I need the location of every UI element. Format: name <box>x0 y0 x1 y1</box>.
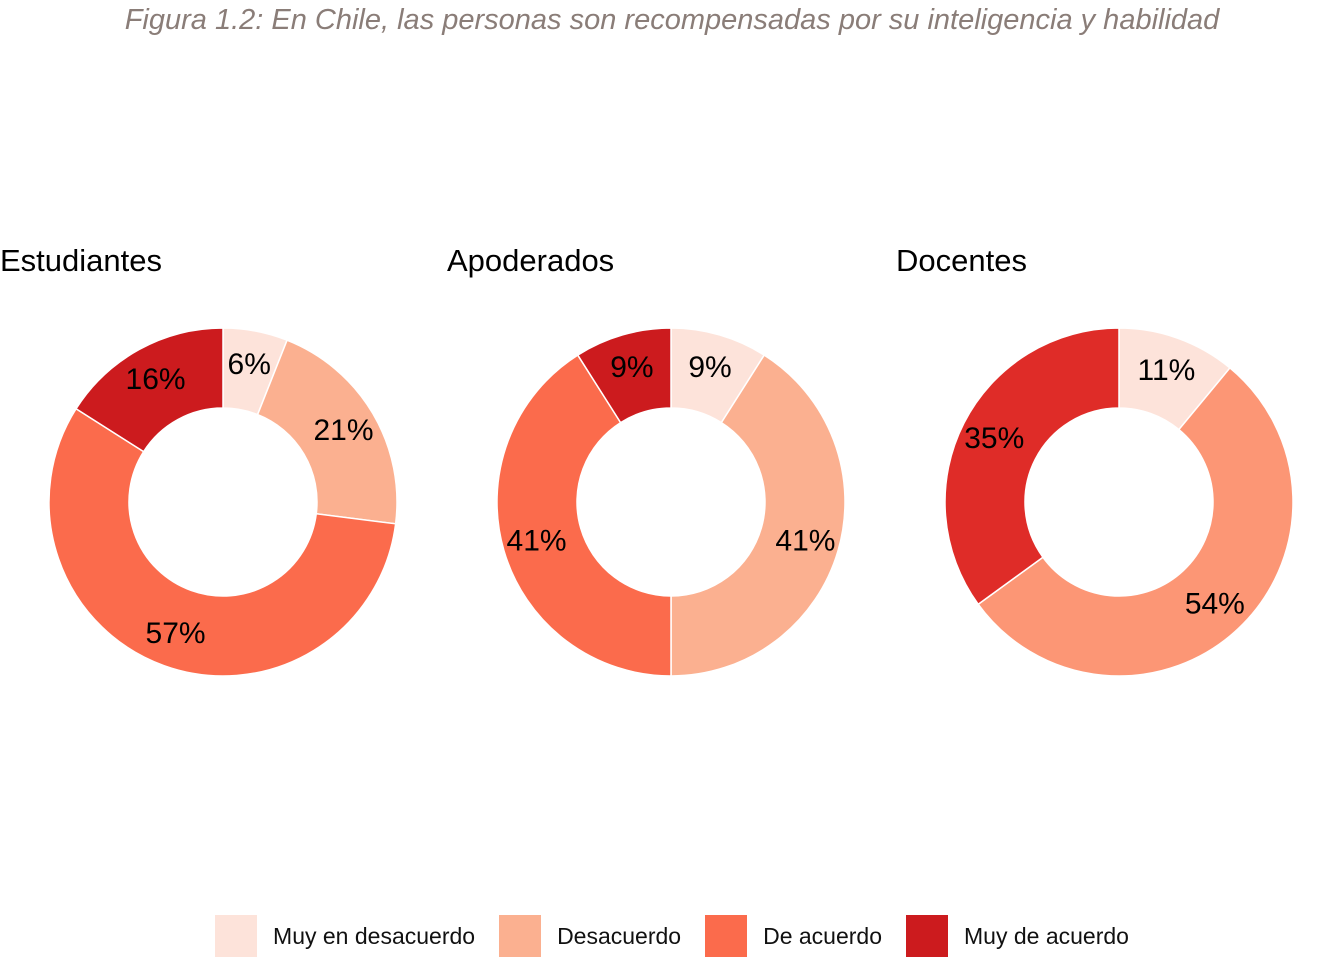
legend-swatch-muy-de-acuerdo <box>906 915 949 957</box>
donut-estudiantes: Estudiantes 6% 21% 57% 16% <box>0 243 398 677</box>
chart-title-apoderados: Apoderados <box>447 243 614 278</box>
legend-item-muy-en-desacuerdo: Muy en desacuerdo <box>215 915 475 957</box>
donut-apoderados: Apoderados 9% 41% 41% 9% <box>447 243 846 677</box>
slice-label-apoderados-de-acuerdo: 41% <box>507 525 567 558</box>
legend-swatch-desacuerdo <box>499 915 542 957</box>
slice-label-docentes-desacuerdo: 54% <box>1185 588 1245 621</box>
slice-label-estudiantes-desacuerdo: 21% <box>313 414 373 447</box>
legend-swatch-de-acuerdo <box>705 915 748 957</box>
slice-docentes-muy-de-acuerdo <box>944 327 1120 606</box>
slice-label-docentes-muy-de-acuerdo: 35% <box>964 422 1024 455</box>
legend-label-muy-en-desacuerdo: Muy en desacuerdo <box>273 922 476 949</box>
slice-docentes-desacuerdo <box>977 366 1294 677</box>
slice-apoderados-desacuerdo <box>670 354 846 677</box>
slice-estudiantes-desacuerdo <box>256 339 398 525</box>
slice-label-apoderados-desacuerdo: 41% <box>775 525 835 558</box>
donut-docentes: Docentes 11% 54% 35% <box>896 243 1294 677</box>
legend-label-de-acuerdo: De acuerdo <box>763 922 883 949</box>
figure-title: Figura 1.2: En Chile, las personas son r… <box>124 4 1220 36</box>
legend-item-de-acuerdo: De acuerdo <box>705 915 882 957</box>
legend-label-desacuerdo: Desacuerdo <box>557 922 682 949</box>
legend-item-desacuerdo: Desacuerdo <box>499 915 681 957</box>
slice-label-estudiantes-de-acuerdo: 57% <box>146 617 206 650</box>
legend-item-muy-de-acuerdo: Muy de acuerdo <box>906 915 1129 957</box>
slice-label-estudiantes-muy-de-acuerdo: 16% <box>126 363 186 396</box>
slice-label-docentes-muy-en-desacuerdo: 11% <box>1138 354 1196 387</box>
slice-label-estudiantes-muy-en-desacuerdo: 6% <box>228 348 271 381</box>
slice-label-apoderados-muy-en-desacuerdo: 9% <box>688 351 731 384</box>
slice-estudiantes-de-acuerdo <box>48 407 397 677</box>
legend: Muy en desacuerdo Desacuerdo De acuerdo … <box>0 915 1344 957</box>
slice-estudiantes-muy-de-acuerdo <box>75 327 224 453</box>
slice-apoderados-de-acuerdo <box>496 354 672 677</box>
legend-swatch-muy-en-desacuerdo <box>215 915 258 957</box>
legend-label-muy-de-acuerdo: Muy de acuerdo <box>964 922 1129 949</box>
slice-apoderados-muy-de-acuerdo <box>576 327 672 424</box>
chart-title-estudiantes: Estudiantes <box>0 243 162 278</box>
chart-title-docentes: Docentes <box>896 243 1027 278</box>
slice-label-apoderados-muy-de-acuerdo: 9% <box>610 351 653 384</box>
